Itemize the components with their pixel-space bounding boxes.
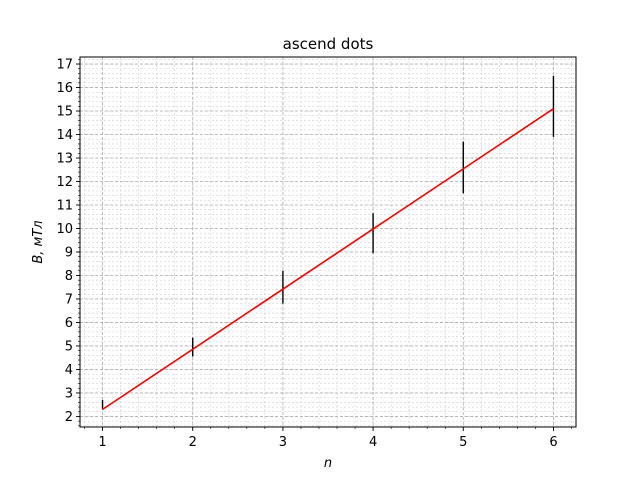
- y-axis-label: B, мТл: [31, 220, 46, 263]
- errorbar-series: [101, 75, 555, 410]
- y-tick-label: 10: [56, 222, 73, 237]
- y-tick-label: 16: [56, 81, 73, 96]
- y-tick-label: 17: [56, 58, 73, 73]
- y-tick-label: 13: [56, 152, 73, 167]
- y-tick-label: 3: [65, 386, 73, 401]
- x-tick-label: 3: [279, 435, 287, 450]
- chart-title: ascend dots: [283, 35, 374, 53]
- y-axis: 2 3 4 5 6 7 8 9 10 11 12 13 14 15 16 17: [56, 58, 80, 427]
- y-tick-label: 11: [56, 199, 73, 214]
- y-tick-label: 9: [65, 245, 73, 260]
- x-axis-label: n: [324, 456, 332, 471]
- fit-line: [102, 108, 554, 411]
- x-tick-label: 1: [98, 435, 106, 450]
- y-tick-label: 2: [65, 410, 73, 425]
- y-tick-label: 6: [65, 316, 73, 331]
- x-tick-label: 4: [369, 435, 377, 450]
- plot-frame: [79, 56, 577, 428]
- y-tick-label: 12: [56, 175, 73, 190]
- x-axis: 1 2 3 4 5 6: [84, 427, 572, 450]
- y-tick-label: 5: [65, 339, 73, 354]
- series-layer: [101, 75, 555, 411]
- y-tick-label: 8: [65, 269, 73, 284]
- x-tick-label: 5: [459, 435, 467, 450]
- x-tick-label: 6: [549, 435, 557, 450]
- y-tick-label: 15: [56, 105, 73, 120]
- y-tick-label: 4: [65, 363, 73, 378]
- x-tick-label: 2: [189, 435, 197, 450]
- y-tick-label: 7: [65, 292, 73, 307]
- y-tick-label: 14: [56, 128, 73, 143]
